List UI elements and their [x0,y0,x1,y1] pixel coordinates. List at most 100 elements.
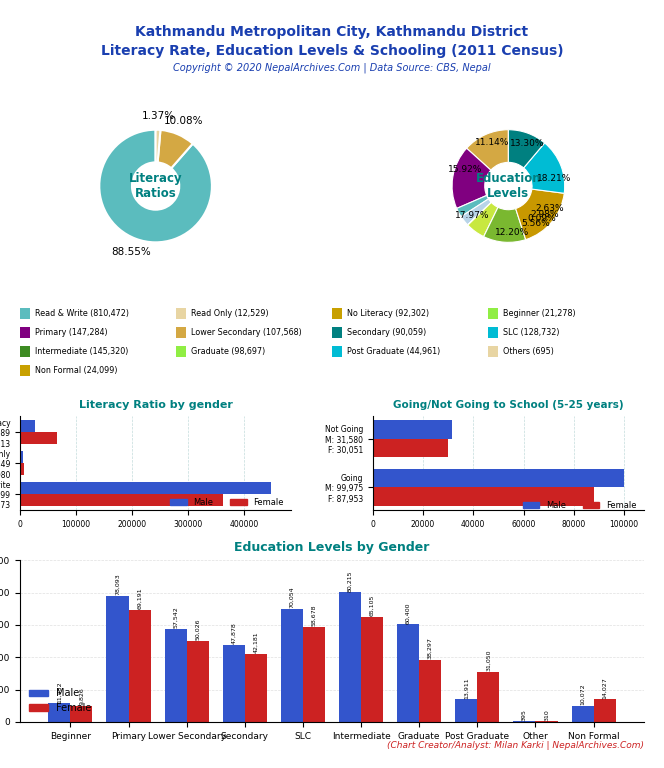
Bar [339,592,361,722]
Bar [488,308,498,319]
Text: 18.21%: 18.21% [537,174,572,183]
Bar [397,624,419,722]
Bar [176,327,186,338]
Text: Read Only (12,529): Read Only (12,529) [191,309,268,318]
Text: 310: 310 [544,709,549,721]
Text: 12.20%: 12.20% [495,228,529,237]
Text: Education
Levels: Education Levels [475,172,541,200]
Text: Literacy Rate, Education Levels & Schooling (2011 Census): Literacy Rate, Education Levels & School… [101,44,563,58]
Title: Education Levels by Gender: Education Levels by Gender [234,541,430,554]
Bar [20,451,23,463]
Text: 395: 395 [522,709,527,720]
Wedge shape [157,130,193,168]
Bar [477,672,499,722]
Bar [572,706,594,722]
Text: Primary (147,284): Primary (147,284) [35,328,108,337]
Text: 47,878: 47,878 [231,622,236,644]
Bar [373,468,624,487]
Text: 65,105: 65,105 [370,594,374,616]
Text: 2.98%: 2.98% [531,210,559,220]
Text: Copyright © 2020 NepalArchives.Com | Data Source: CBS, Nepal: Copyright © 2020 NepalArchives.Com | Dat… [173,63,491,73]
Text: Literacy
Ratios: Literacy Ratios [129,172,183,200]
Text: 69,191: 69,191 [137,588,142,609]
Bar [488,327,498,338]
Wedge shape [155,130,161,163]
Text: 57,542: 57,542 [173,607,178,628]
Text: Kathmandu Metropolitan City, Kathmandu District: Kathmandu Metropolitan City, Kathmandu D… [135,25,529,39]
Text: Lower Secondary (107,568): Lower Secondary (107,568) [191,328,301,337]
Text: 58,678: 58,678 [311,605,317,627]
Text: 15.92%: 15.92% [448,164,482,174]
Text: SLC (128,732): SLC (128,732) [503,328,560,337]
Bar [187,641,208,722]
Bar [281,609,303,722]
Bar [332,346,342,357]
Bar [419,660,442,722]
Text: (Chart Creator/Analyst: Milan Karki | NepalArchives.Com): (Chart Creator/Analyst: Milan Karki | Ne… [387,741,644,750]
Text: 17.97%: 17.97% [456,211,490,220]
Text: 10,072: 10,072 [580,684,585,705]
Bar [488,346,498,357]
Bar [222,644,245,722]
Wedge shape [483,207,526,243]
Text: Secondary (90,059): Secondary (90,059) [347,328,426,337]
Bar [70,706,92,722]
Text: Graduate (98,697): Graduate (98,697) [191,347,265,356]
Bar [373,487,594,505]
Text: Non Formal (24,099): Non Formal (24,099) [35,366,118,376]
Wedge shape [461,199,491,225]
Text: 11.14%: 11.14% [475,137,509,147]
Bar [20,494,223,505]
Wedge shape [467,202,491,225]
Wedge shape [452,148,491,208]
Wedge shape [509,130,544,168]
Title: Literacy Ratio by gender: Literacy Ratio by gender [78,399,232,409]
Bar [20,346,30,357]
Wedge shape [468,203,498,237]
Bar [20,463,24,475]
Bar [20,482,271,494]
Wedge shape [516,189,564,240]
Title: Going/Not Going to School (5-25 years): Going/Not Going to School (5-25 years) [393,399,623,409]
Wedge shape [524,143,564,194]
Text: 70,054: 70,054 [290,587,294,608]
Text: 50,026: 50,026 [195,619,201,641]
Bar [20,327,30,338]
Text: 60,400: 60,400 [406,602,410,624]
Bar [361,617,383,722]
Wedge shape [467,130,509,170]
Bar [20,420,35,432]
Bar [332,308,342,319]
Text: 10.08%: 10.08% [163,116,203,126]
Bar [106,596,129,722]
Text: 31,050: 31,050 [486,650,491,671]
Text: 2.63%: 2.63% [535,204,564,213]
Text: Beginner (21,278): Beginner (21,278) [503,309,576,318]
Text: 78,093: 78,093 [115,573,120,595]
Legend: Male, Female: Male, Female [167,495,287,511]
Bar [165,629,187,722]
Bar [20,308,30,319]
Bar [245,654,267,722]
Bar [129,610,151,722]
Text: 88.55%: 88.55% [111,247,151,257]
Text: 13,911: 13,911 [463,677,469,699]
Text: 9,826: 9,826 [79,687,84,705]
Text: 13.30%: 13.30% [510,139,544,147]
Text: 80,215: 80,215 [347,570,353,591]
Text: 0.09%: 0.09% [528,214,556,223]
Text: No Literacy (92,302): No Literacy (92,302) [347,309,429,318]
Bar [176,346,186,357]
Bar [456,700,477,722]
Wedge shape [100,130,212,243]
Legend: Male, Female: Male, Female [519,498,640,513]
Bar [176,308,186,319]
Text: Intermediate (145,320): Intermediate (145,320) [35,347,128,356]
Bar [20,432,57,444]
Text: 14,027: 14,027 [602,677,607,699]
Bar [373,420,452,439]
Bar [594,699,616,722]
Legend: Male, Female: Male, Female [25,684,95,717]
Text: Others (695): Others (695) [503,347,554,356]
Text: 5.56%: 5.56% [521,220,550,228]
